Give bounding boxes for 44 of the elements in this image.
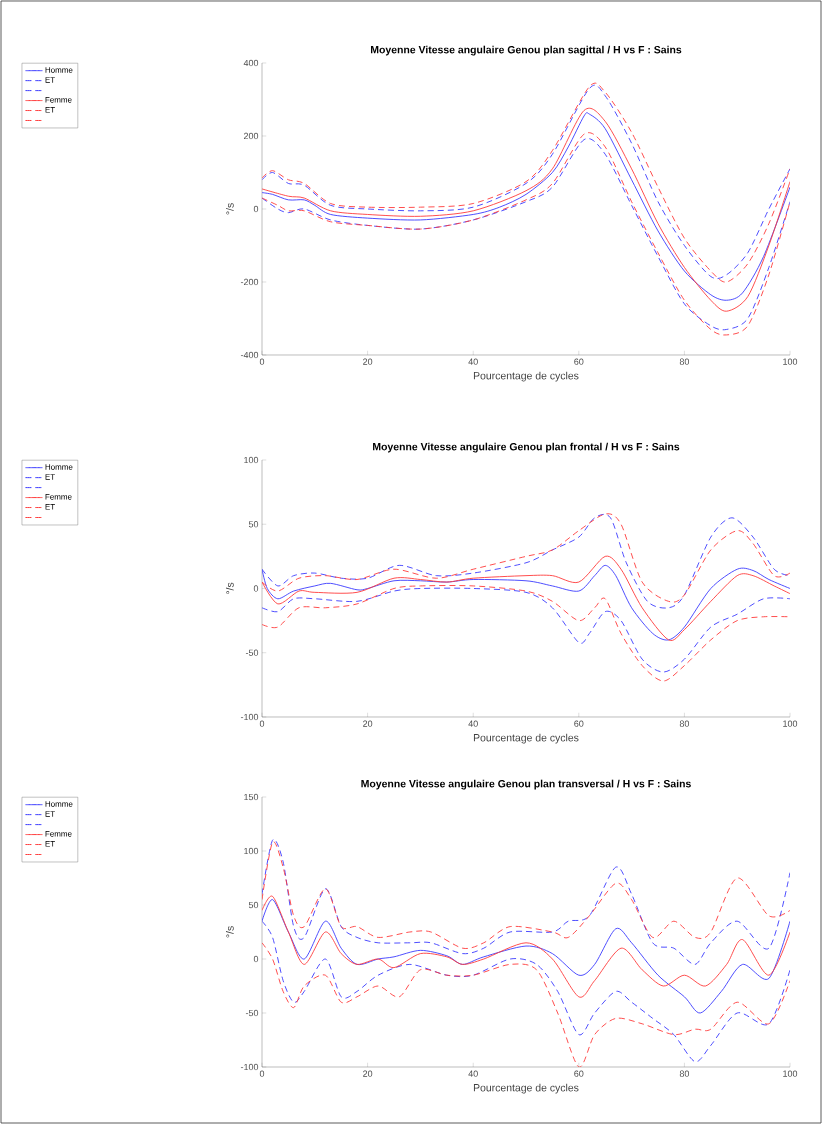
x-tick-label: 100 (783, 358, 798, 365)
x-tick-label: 20 (363, 358, 373, 365)
y-tick-label: 400 (243, 59, 259, 67)
x-tick-label: 60 (574, 358, 584, 365)
chart-title: Moyenne Vitesse angulaire Genou plan transversal / H vs F : Sains (361, 779, 691, 790)
y-axis-title: °/s (226, 582, 234, 595)
x-axis-title: Pourcentage de cycles (473, 733, 579, 744)
y-tick-label: 150 (244, 793, 259, 801)
x-tick-label: 100 (783, 720, 798, 727)
x-tick-label: 60 (574, 1070, 584, 1077)
x-tick-label: 40 (468, 720, 478, 727)
x-tick-label: 40 (468, 1070, 478, 1077)
x-tick-label: 80 (679, 720, 690, 727)
y-tick-label: -50 (245, 649, 259, 656)
chart-title: Moyenne Vitesse angulaire Genou plan sagittal / H vs F : Sains (371, 45, 682, 56)
x-tick-label: 0 (259, 1070, 265, 1077)
x-tick-label: 80 (679, 1070, 690, 1077)
x-tick-label: 20 (363, 720, 373, 727)
y-tick-label: -100 (240, 713, 259, 721)
x-tick-label: 80 (679, 358, 690, 365)
x-tick-label: 0 (259, 358, 265, 365)
x-tick-label: 0 (259, 720, 265, 727)
x-tick-label: 20 (363, 1070, 373, 1077)
y-axis-title: °/s (226, 203, 234, 215)
y-tick-label: 0 (253, 585, 259, 592)
x-tick-label: 60 (574, 720, 584, 727)
x-axis-title: Pourcentage de cycles (473, 371, 579, 382)
y-tick-label: 100 (244, 456, 259, 464)
chart-title: Moyenne Vitesse angulaire Genou plan frontal / H vs F : Sains (373, 442, 680, 453)
y-tick-label: 0 (253, 205, 259, 213)
line-series (262, 895, 790, 998)
y-tick-label: -100 (240, 1063, 259, 1071)
y-axis-title: °/s (226, 926, 234, 938)
x-tick-label: 100 (783, 1070, 798, 1077)
y-tick-label: 200 (243, 132, 259, 140)
y-tick-label: -50 (245, 1009, 259, 1017)
y-tick-label: 0 (253, 955, 259, 963)
x-axis-title: Pourcentage de cycles (473, 1083, 579, 1094)
y-tick-label: -400 (240, 351, 259, 359)
y-tick-label: 50 (248, 521, 259, 528)
y-tick-label: 50 (248, 901, 259, 909)
y-tick-label: -200 (240, 278, 259, 286)
x-tick-label: 40 (468, 358, 478, 365)
y-tick-label: 100 (244, 847, 259, 855)
